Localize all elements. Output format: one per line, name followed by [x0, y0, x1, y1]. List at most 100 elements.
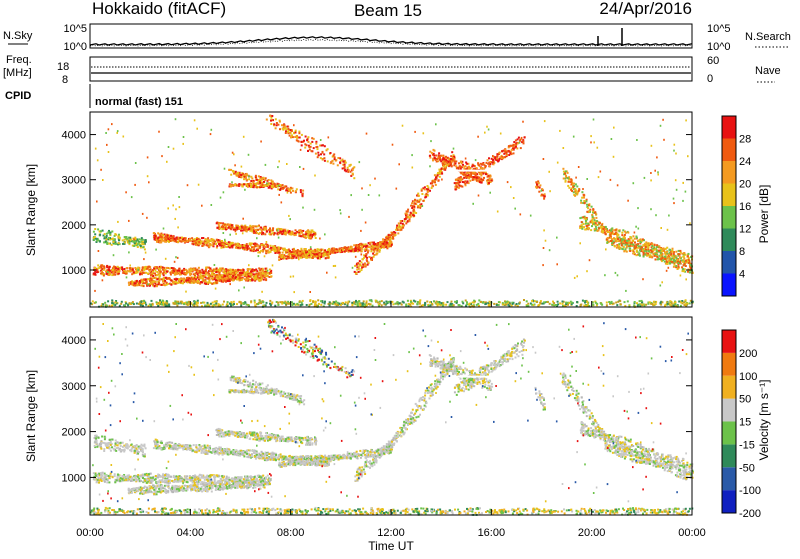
- power-echo-cell: [409, 220, 411, 222]
- power-echo-cell: [109, 266, 111, 268]
- nave-label: Nave: [755, 65, 781, 77]
- power-echo-cell: [447, 301, 449, 303]
- power-echo-cell: [344, 164, 346, 166]
- power-echo-cell: [324, 145, 326, 147]
- power-echo-cell: [510, 145, 512, 147]
- power-echo-cell: [136, 270, 138, 272]
- power-echo-cell: [450, 158, 452, 160]
- power-echo-cell: [387, 245, 389, 247]
- power-echo-cell: [136, 303, 138, 305]
- power-echo-cell: [324, 249, 326, 251]
- power-echo-cell: [154, 266, 156, 268]
- power-echo-cell: [141, 279, 143, 281]
- power-echo-cell: [360, 250, 362, 252]
- power-echo-cell: [93, 231, 95, 233]
- power-echo-cell: [421, 193, 423, 195]
- power-echo-cell: [518, 137, 520, 139]
- power-echo-cell: [249, 280, 251, 282]
- power-echo-cell: [366, 260, 368, 262]
- power-echo-cell: [281, 256, 283, 258]
- power-echo-cell: [438, 173, 440, 175]
- power-echo-cell: [379, 301, 381, 303]
- power-echo-cell: [288, 254, 290, 256]
- power-echo-cell: [407, 214, 409, 216]
- power-echo-cell: [263, 227, 265, 229]
- power-echo-cell: [97, 228, 99, 230]
- power-echo-cell: [184, 238, 186, 240]
- power-echo-cell: [317, 251, 319, 253]
- power-echo-cell: [224, 241, 226, 243]
- power-echo-cell: [608, 241, 610, 243]
- power-echo-cell: [137, 246, 139, 248]
- power-echo-cell: [182, 282, 184, 284]
- power-echo-cell: [311, 254, 313, 256]
- power-echo-cell: [143, 285, 145, 287]
- power-echo-cell: [103, 275, 105, 277]
- power-echo-cell: [417, 193, 419, 195]
- power-echo-cell: [220, 247, 222, 249]
- power-echo-cell: [205, 269, 207, 271]
- power-echo-cell: [198, 241, 200, 243]
- power-echo-cell: [368, 256, 370, 258]
- power-echo-cell: [656, 244, 658, 246]
- power-echo-cell: [290, 136, 292, 138]
- power-echo-cell: [431, 185, 433, 187]
- power-echo-cell: [677, 266, 679, 268]
- power-echo-cell: [262, 301, 264, 303]
- power-echo-cell: [361, 248, 363, 250]
- power-echo-cell: [246, 230, 248, 232]
- power-echo-cell: [235, 171, 237, 173]
- power-echo-cell: [307, 234, 309, 236]
- power-echo-cell: [263, 275, 265, 277]
- power-echo-cell: [362, 265, 364, 267]
- power-echo-cell: [94, 236, 96, 238]
- power-echo-cell: [118, 239, 120, 241]
- power-echo-cell: [645, 244, 647, 246]
- power-echo-cell: [125, 236, 127, 238]
- power-echo-cell: [179, 274, 181, 276]
- power-echo-cell: [298, 132, 300, 134]
- power-echo-cell: [258, 245, 260, 247]
- power-echo-cell: [129, 267, 131, 269]
- power-echo-cell: [142, 246, 144, 248]
- power-echo-cell: [576, 186, 578, 188]
- power-echo-cell: [263, 181, 265, 183]
- power-echo-cell: [413, 212, 415, 214]
- power-echo-cell: [266, 230, 268, 232]
- power-echo-cell: [241, 279, 243, 281]
- power-echo-cell: [418, 201, 420, 203]
- power-echo-cell: [118, 271, 120, 273]
- power-echo-cell: [636, 251, 638, 253]
- power-echo-cell: [311, 150, 313, 152]
- power-echo-cell: [345, 162, 347, 164]
- power-echo-cell: [258, 267, 260, 269]
- power-echo-cell: [312, 251, 314, 253]
- power-echo-cell: [214, 301, 216, 303]
- power-echo-cell: [674, 259, 676, 261]
- power-echo-cell: [118, 234, 120, 236]
- power-echo-cell: [654, 255, 656, 257]
- power-echo-cell: [501, 150, 503, 152]
- power-echo-cell: [562, 168, 564, 170]
- power-echo-cell: [496, 155, 498, 157]
- power-echo-cell: [471, 176, 473, 178]
- power-echo-cell: [486, 162, 488, 164]
- power-echo-cell: [404, 220, 406, 222]
- power-echo-cell: [570, 178, 572, 180]
- power-echo-cell: [257, 248, 259, 250]
- power-echo-cell: [350, 247, 352, 249]
- power-echo-cell: [210, 240, 212, 242]
- power-echo-cell: [623, 236, 625, 238]
- power-echo-cell: [288, 128, 290, 130]
- power-echo-cell: [586, 211, 588, 213]
- power-echo-cell: [585, 200, 587, 202]
- power-echo-cell: [515, 146, 517, 148]
- power-echo-cell: [568, 181, 570, 183]
- power-echo-cell: [683, 258, 685, 260]
- power-echo-cell: [427, 187, 429, 189]
- power-echo-cell: [468, 182, 470, 184]
- power-echo-cell: [328, 248, 330, 250]
- power-echo-cell: [422, 200, 424, 202]
- power-echo-cell: [230, 243, 232, 245]
